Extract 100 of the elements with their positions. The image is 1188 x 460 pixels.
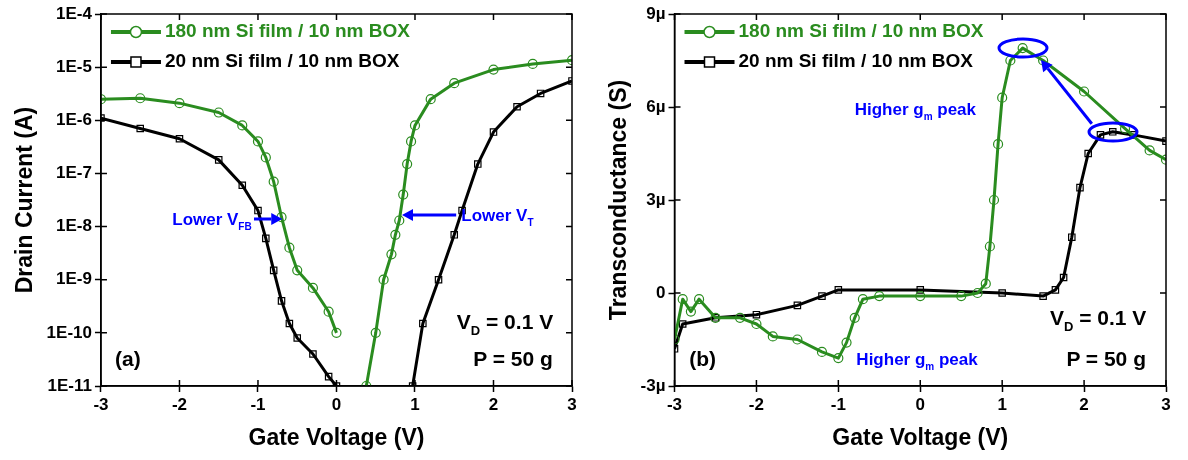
x-tick-label: 1 [997, 394, 1007, 414]
point [915, 291, 926, 302]
y-tick-label: 3µ [646, 189, 666, 209]
x-tick-label: -2 [748, 394, 764, 414]
point [536, 89, 545, 98]
x-tick-label: -1 [250, 394, 266, 414]
point [849, 312, 860, 323]
point [488, 64, 499, 75]
point [489, 128, 498, 136]
point [324, 372, 333, 381]
point [793, 301, 802, 310]
point [370, 327, 381, 338]
point [841, 337, 852, 348]
point [1051, 286, 1060, 294]
y-tick-label: 1E-11 [47, 375, 92, 395]
point [425, 94, 436, 105]
point [916, 286, 925, 294]
x-tick-label: 2 [488, 394, 499, 414]
point [277, 297, 286, 305]
point [213, 107, 224, 118]
point [136, 124, 144, 133]
y-tick-label: 1E-8 [56, 216, 92, 236]
x-axis-title: Gate Voltage (V) [832, 423, 1009, 450]
y-tick-label: 1E-7 [56, 163, 92, 183]
point [513, 102, 521, 111]
y-tick-label: -3µ [640, 375, 666, 395]
point [833, 353, 844, 364]
y-tick-label: 1E-9 [56, 269, 92, 289]
point [252, 136, 264, 147]
point [1108, 128, 1117, 136]
point [527, 58, 538, 70]
legend-label: 20 nm Si film / 10 nm BOX [738, 50, 974, 72]
point [309, 350, 317, 358]
point [238, 181, 247, 189]
point [474, 160, 482, 168]
point [984, 241, 995, 252]
point [276, 212, 287, 223]
x-tick-label: -3 [666, 394, 683, 414]
x-tick-label: -1 [830, 394, 846, 414]
point [175, 134, 184, 143]
point [390, 229, 401, 240]
point [1038, 55, 1049, 66]
point [285, 319, 294, 328]
point [1078, 86, 1090, 97]
point [386, 249, 397, 260]
point [792, 334, 803, 345]
y-tick-label: 9µ [646, 3, 666, 23]
point [254, 206, 262, 215]
point [693, 294, 705, 305]
point [434, 275, 443, 284]
x-tick-label: 0 [915, 394, 925, 414]
annotation: P = 50 g [473, 346, 553, 370]
point [998, 289, 1006, 297]
point [988, 194, 1000, 206]
point [260, 152, 271, 163]
point [307, 282, 319, 294]
point [997, 92, 1008, 103]
point [402, 158, 413, 170]
point [378, 274, 389, 285]
point [751, 318, 762, 330]
x-tick-label: 3 [567, 394, 577, 414]
point [262, 234, 270, 243]
legend-label: 180 nm Si film / 10 nm BOX [738, 20, 984, 42]
point [992, 139, 1004, 150]
point [816, 346, 828, 357]
point [678, 320, 687, 328]
point [1039, 292, 1047, 300]
point [1017, 43, 1028, 54]
point [972, 287, 983, 299]
point [767, 331, 778, 342]
point [394, 215, 405, 226]
y-tick-label: 1E-10 [46, 322, 92, 342]
y-tick-label: 0 [656, 282, 666, 302]
y-tick-label: 1E-4 [56, 3, 93, 23]
annotation: P = 50 g [1066, 346, 1146, 370]
point [734, 312, 746, 323]
point [857, 294, 869, 305]
point [419, 319, 427, 328]
point [268, 176, 279, 187]
y-tick-label: 1E-5 [56, 56, 92, 76]
y-axis-title: Transconductance (S) [605, 79, 632, 321]
x-tick-label: 3 [1161, 394, 1171, 414]
point [1005, 55, 1016, 66]
point [174, 98, 185, 109]
x-tick-label: 2 [1079, 394, 1089, 414]
annotation: (b) [689, 346, 717, 370]
point [135, 93, 146, 104]
point [292, 265, 303, 276]
x-tick-label: -2 [171, 394, 188, 414]
point [284, 242, 295, 253]
point [409, 120, 421, 131]
x-tick-label: 1 [410, 394, 420, 414]
point [398, 189, 409, 200]
y-tick-label: 1E-6 [56, 109, 92, 129]
point [1059, 273, 1068, 282]
point [269, 266, 278, 275]
y-axis-title: Drain Current (A) [11, 106, 38, 294]
point [685, 306, 696, 317]
annotation: (a) [115, 346, 141, 370]
x-tick-label: 0 [331, 394, 342, 414]
